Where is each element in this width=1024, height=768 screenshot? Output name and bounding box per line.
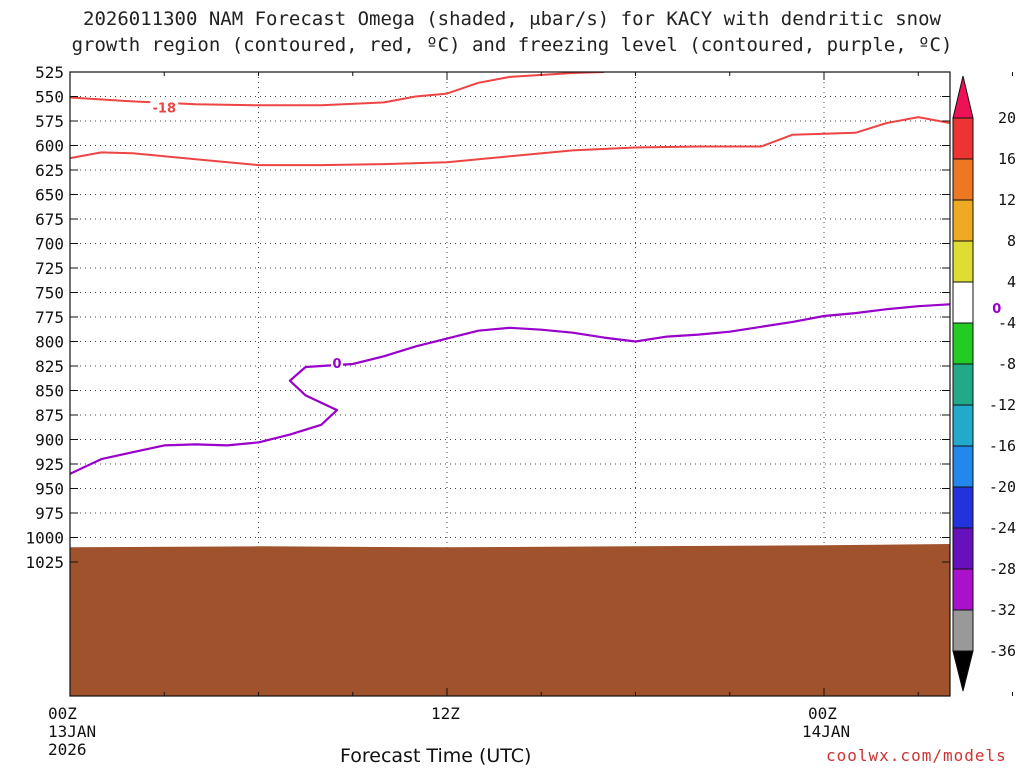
y-tick-label: 950 [35, 480, 64, 499]
y-tick-label: 800 [35, 333, 64, 352]
y-tick-label: 1000 [25, 529, 64, 548]
colorbar-swatch [952, 281, 974, 324]
colorbar-swatch [952, 199, 974, 242]
x-tick-label: 00Z [48, 704, 77, 723]
y-tick-label: 850 [35, 382, 64, 401]
colorbar-tick-label: 8 [1007, 232, 1016, 250]
colorbar: 20 16 12 8 4 -4 -8 -12 -16 -20 -24 -28 -32 -36 [952, 75, 1016, 692]
colorbar-tick-label: 4 [1007, 273, 1016, 291]
colorbar-swatch [952, 486, 974, 529]
colorbar-tick-label: -8 [998, 355, 1016, 373]
x-axis-label: Forecast Time (UTC) [340, 745, 532, 767]
colorbar-tick-label: 12 [998, 191, 1016, 209]
colorbar-swatch [952, 445, 974, 488]
colorbar-tick-label: -32 [989, 601, 1016, 619]
contour-label: 0 [992, 302, 1001, 317]
chart-title-line-2: growth region (contoured, red, ºC) and f… [71, 34, 953, 56]
y-tick-label: 550 [35, 88, 64, 107]
colorbar-swatch [952, 609, 974, 652]
colorbar-tick-label: -28 [989, 560, 1016, 578]
contour-lines [70, 72, 950, 475]
contour-label: 0 [333, 357, 342, 372]
y-tick-label: 1025 [25, 553, 64, 572]
y-tick-label: 650 [35, 186, 64, 205]
colorbar-tick-label: -24 [989, 519, 1016, 537]
y-tick-label: 575 [35, 112, 64, 131]
colorbar-swatch [952, 117, 974, 160]
y-tick-label: 525 [35, 63, 64, 82]
freezing-level-contour [70, 303, 950, 475]
chart-title-line-1: 2026011300 NAM Forecast Omega (shaded, μ… [83, 8, 941, 30]
colorbar-swatch [952, 404, 974, 447]
terrain-layer [70, 544, 950, 696]
y-axis: 525 550 575 600 625 650 675 700 725 750 775 800 825 8… [25, 63, 950, 572]
y-tick-label: 775 [35, 308, 64, 327]
colorbar-tick-label: 20 [998, 109, 1016, 127]
temperature-contour--18 [70, 72, 605, 107]
colorbar-tick-label: -16 [989, 437, 1016, 455]
colorbar-bottom-arrow [952, 650, 974, 692]
temperature-contour--12 [70, 116, 950, 167]
colorbar-swatch [952, 363, 974, 406]
y-tick-label: 975 [35, 504, 64, 523]
contour-label-bg [150, 100, 179, 115]
x-tick-date: 14JAN [802, 722, 850, 741]
y-tick-label: 825 [35, 357, 64, 376]
y-tick-label: 750 [35, 284, 64, 303]
y-tick-label: 925 [35, 455, 64, 474]
y-tick-label: 675 [35, 210, 64, 229]
colorbar-swatch [952, 158, 974, 201]
colorbar-tick-label: -12 [989, 396, 1016, 414]
x-axis: 00Z13JAN202612Z00Z14JAN12Z00Z15JAN12Z00Z… [48, 72, 1014, 759]
contour-label-bg [990, 301, 1003, 316]
ground-terrain [70, 544, 950, 696]
colorbar-swatch [952, 322, 974, 365]
credit-link[interactable]: coolwx.com/models [826, 746, 1007, 765]
y-tick-label: 900 [35, 431, 64, 450]
y-tick-label: 625 [35, 161, 64, 180]
colorbar-swatch [952, 527, 974, 570]
colorbar-tick-label: -4 [998, 314, 1016, 332]
colorbar-tick-label: -36 [989, 642, 1016, 660]
contour-label: -18 [153, 101, 177, 116]
colorbar-tick-label: 16 [998, 150, 1016, 168]
contour-label-bg [331, 356, 344, 371]
y-tick-label: 875 [35, 406, 64, 425]
x-tick-label: 12Z [431, 704, 460, 723]
y-tick-label: 600 [35, 137, 64, 156]
colorbar-swatch [952, 240, 974, 283]
colorbar-top-arrow [952, 75, 974, 119]
plot-frame [69, 71, 951, 697]
x-tick-date: 13JAN [48, 722, 96, 741]
y-tick-label: 700 [35, 235, 64, 254]
y-tick-label: 725 [35, 259, 64, 278]
x-tick-label: 00Z [808, 704, 837, 723]
x-tick-year: 2026 [48, 740, 87, 759]
colorbar-swatch [952, 568, 974, 611]
colorbar-tick-label: -20 [989, 478, 1016, 496]
